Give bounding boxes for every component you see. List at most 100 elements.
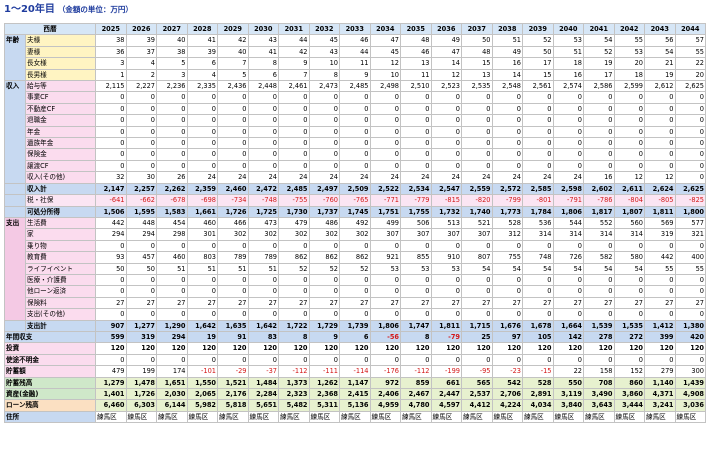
- cell-value: 練馬区: [278, 410, 310, 424]
- row-label: 乗り物: [25, 239, 96, 253]
- cell-value: 0: [583, 114, 615, 127]
- table-row: 貯蓄額 479 199 174 -101 -29 -37 -112 -111 -114 -176 -1…: [4, 365, 706, 378]
- cell-value: 0: [400, 148, 432, 161]
- cell-value: 1,715: [461, 319, 493, 332]
- table-row: 乗り物 0 0 0 0 0 0 0 0 0 0 0 0 0 0 0 0 0 0 0 0: [5, 239, 706, 253]
- cell-value: 0: [156, 91, 188, 104]
- cell-value: 2,624: [644, 182, 676, 196]
- cell-value: 97: [491, 330, 523, 344]
- row-label: 保険料: [25, 296, 96, 310]
- cell-value: -805: [644, 194, 676, 207]
- cell-value: 41: [247, 45, 279, 59]
- table-row: 住所 練馬区 練馬区 練馬区 練馬区 練馬区 練馬区 練馬区 練馬区 練馬区 練馬区 練馬区 練馬区 練馬…: [4, 410, 706, 424]
- cell-value: 0: [644, 125, 676, 139]
- row-label: ライフイベント: [25, 262, 96, 275]
- table-row: 家 294 294 298 301 302 302 302 302 302 307 307 307 307…: [5, 228, 706, 241]
- cell-value: 0: [217, 148, 249, 161]
- year-header: 2034: [369, 22, 401, 36]
- cell-value: 練馬区: [95, 410, 127, 424]
- cell-value: 0: [644, 353, 676, 367]
- cell-value: 2,561: [522, 80, 554, 93]
- cell-value: 11: [339, 57, 371, 70]
- cell-value: 0: [461, 114, 493, 127]
- cell-value: 13: [461, 68, 493, 82]
- cell-value: 22: [552, 365, 584, 378]
- cell-value: 2,065: [186, 387, 218, 401]
- cell-value: 307: [461, 228, 493, 241]
- cell-value: 0: [583, 239, 615, 253]
- cell-value: 0: [217, 91, 249, 104]
- cell-value: 0: [217, 125, 249, 139]
- cell-value: 27: [247, 296, 279, 310]
- cell-value: 0: [95, 239, 127, 253]
- year-header: 2041: [583, 22, 615, 36]
- cell-value: -678: [156, 194, 188, 207]
- cell-value: 53: [430, 262, 462, 275]
- cell-value: -112: [400, 365, 432, 378]
- cell-value: 542: [491, 376, 523, 390]
- cell-value: 0: [613, 137, 645, 150]
- cell-value: 0: [522, 137, 554, 150]
- cell-value: 0: [278, 353, 310, 367]
- cell-value: 0: [552, 273, 584, 287]
- cell-value: 301: [186, 228, 218, 241]
- cell-value: 0: [217, 273, 249, 287]
- cell-value: 39: [186, 45, 218, 59]
- cell-value: 1,595: [125, 205, 157, 218]
- table-row: 収入計 2,147 2,257 2,262 2,359 2,460 2,472 2,485 2,…: [4, 182, 706, 196]
- row-label: 支出(その他): [25, 308, 96, 321]
- row-label: 収入計: [25, 182, 96, 196]
- cell-value: 54: [583, 262, 615, 275]
- cell-value: 2,509: [339, 182, 371, 196]
- cell-value: 4,412: [461, 399, 493, 412]
- cell-value: 420: [674, 330, 706, 344]
- cell-value: 5,482: [278, 399, 310, 412]
- cell-value: 0: [430, 308, 462, 321]
- cell-value: 48: [400, 34, 432, 47]
- cell-value: 55: [674, 262, 706, 275]
- cell-value: 1,412: [644, 319, 676, 332]
- cell-value: 2,548: [491, 80, 523, 93]
- cell-value: 53: [400, 262, 432, 275]
- cell-value: 0: [491, 308, 523, 321]
- year-header: 2030: [247, 22, 279, 36]
- cell-value: 56: [644, 34, 676, 47]
- cell-value: 1,140: [644, 376, 676, 390]
- cell-value: 1,535: [613, 319, 645, 332]
- cell-value: 460: [186, 216, 218, 230]
- cell-value: 4,371: [644, 387, 676, 401]
- cell-value: 22: [674, 57, 706, 70]
- cell-value: 0: [491, 102, 523, 116]
- cell-value: 3,444: [613, 399, 645, 412]
- year-header: 2037: [461, 22, 493, 36]
- cell-value: 314: [522, 228, 554, 241]
- cell-value: 27: [400, 296, 432, 310]
- year-header: 2039: [522, 22, 554, 36]
- cell-value: -825: [674, 194, 706, 207]
- row-label: 妻様: [25, 45, 96, 59]
- year-header: 2026: [125, 22, 157, 36]
- cell-value: 0: [461, 159, 493, 173]
- cell-value: 120: [583, 342, 615, 355]
- cell-value: 6,460: [95, 399, 127, 412]
- cell-value: 0: [674, 285, 706, 298]
- cell-value: 0: [369, 91, 401, 104]
- cell-value: 1,147: [339, 376, 371, 390]
- cell-value: 14: [430, 57, 462, 70]
- cell-value: 40: [217, 45, 249, 59]
- cell-value: -755: [278, 194, 310, 207]
- row-label: 保険金: [25, 148, 96, 161]
- cell-value: 859: [400, 376, 432, 390]
- cell-value: 0: [217, 353, 249, 367]
- cell-value: 0: [95, 148, 127, 161]
- cell-value: 528: [522, 376, 554, 390]
- cell-value: -815: [430, 194, 462, 207]
- cell-value: 550: [552, 376, 584, 390]
- cell-value: 0: [583, 308, 615, 321]
- cell-value: 2,612: [644, 80, 676, 93]
- cell-value: 27: [339, 296, 371, 310]
- cell-value: 0: [491, 125, 523, 139]
- cell-value: 8: [278, 330, 310, 344]
- cell-value: 0: [278, 159, 310, 173]
- row-label: 医療・介護費: [25, 273, 96, 287]
